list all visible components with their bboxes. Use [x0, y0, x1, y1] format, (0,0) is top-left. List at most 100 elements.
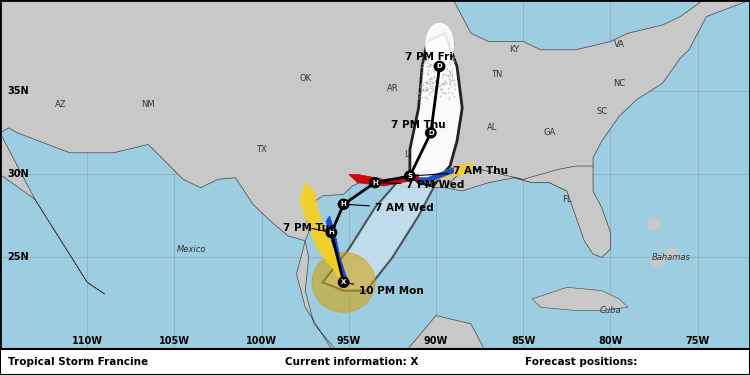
Point	[418, 87, 430, 93]
Text: OK: OK	[299, 74, 311, 82]
Point	[431, 67, 443, 73]
Point	[448, 39, 460, 45]
Point	[436, 43, 448, 49]
Circle shape	[370, 178, 380, 188]
Point	[430, 70, 442, 76]
Point	[424, 33, 436, 39]
Polygon shape	[322, 171, 436, 291]
Point	[422, 80, 434, 86]
Point	[416, 94, 428, 100]
Text: 25N: 25N	[7, 252, 28, 262]
Text: Mexico: Mexico	[177, 244, 206, 254]
Polygon shape	[0, 0, 750, 241]
Point	[446, 76, 458, 82]
Point	[427, 62, 439, 68]
Point	[446, 71, 458, 77]
Point	[446, 57, 458, 63]
Point	[430, 52, 442, 58]
Point	[444, 69, 456, 75]
Text: NM: NM	[142, 100, 155, 109]
Point	[448, 93, 460, 99]
Point	[440, 40, 452, 46]
Point	[426, 51, 438, 57]
Point	[429, 78, 441, 84]
Point	[427, 73, 439, 79]
Point	[427, 52, 439, 58]
Point	[444, 68, 456, 74]
Point	[436, 62, 448, 68]
Point	[426, 83, 438, 89]
Point	[421, 87, 433, 93]
Point	[448, 54, 460, 60]
Point	[443, 76, 455, 82]
Point	[440, 79, 452, 85]
Text: Forecast positions:: Forecast positions:	[525, 357, 638, 367]
Point	[427, 79, 439, 85]
Text: H: H	[372, 180, 378, 186]
Point	[430, 86, 442, 92]
Point	[419, 57, 431, 63]
Point	[416, 72, 428, 78]
Text: AR: AR	[387, 84, 398, 93]
Point	[422, 60, 434, 66]
Point	[416, 47, 428, 53]
Point	[432, 68, 444, 74]
Point	[443, 68, 455, 74]
Point	[426, 79, 438, 85]
Text: 110W: 110W	[72, 336, 103, 346]
Point	[417, 87, 429, 93]
Point	[444, 72, 456, 78]
Point	[448, 40, 460, 46]
Point	[442, 46, 454, 53]
Point	[422, 91, 434, 97]
Point	[420, 86, 432, 92]
Point	[442, 96, 454, 102]
Point	[435, 32, 447, 38]
Point	[412, 90, 424, 96]
Point	[430, 91, 442, 97]
Point	[434, 81, 446, 87]
Point	[422, 49, 434, 55]
Point	[417, 61, 429, 67]
Text: 80W: 80W	[598, 336, 622, 346]
Point	[446, 66, 458, 72]
Circle shape	[648, 218, 660, 230]
Point	[446, 75, 458, 81]
Point	[436, 38, 448, 44]
Ellipse shape	[427, 24, 452, 66]
Text: FL: FL	[562, 195, 572, 204]
Polygon shape	[427, 163, 475, 183]
Point	[430, 77, 442, 83]
Point	[417, 86, 429, 92]
Point	[448, 82, 460, 88]
Text: NC: NC	[613, 78, 626, 87]
Point	[446, 90, 458, 96]
Point	[416, 82, 428, 88]
Point	[419, 58, 430, 64]
Point	[437, 80, 449, 86]
Point	[438, 90, 450, 96]
Point	[448, 80, 460, 86]
Text: Cuba: Cuba	[600, 306, 621, 315]
Text: 105W: 105W	[159, 336, 190, 346]
Point	[422, 70, 434, 76]
Point	[415, 90, 427, 96]
Point	[425, 33, 437, 39]
Point	[448, 58, 460, 64]
Point	[433, 57, 445, 63]
Point	[445, 81, 457, 87]
Point	[427, 53, 439, 59]
Point	[412, 95, 424, 101]
Point	[428, 42, 440, 48]
Point	[422, 33, 434, 39]
Point	[419, 36, 430, 42]
Polygon shape	[326, 216, 349, 282]
Text: 7 PM Tue: 7 PM Tue	[283, 223, 336, 233]
Point	[442, 51, 454, 57]
Text: H: H	[340, 201, 346, 207]
Circle shape	[665, 248, 677, 260]
Point	[421, 63, 433, 69]
Point	[436, 37, 448, 43]
Polygon shape	[445, 166, 610, 257]
Point	[436, 71, 448, 77]
